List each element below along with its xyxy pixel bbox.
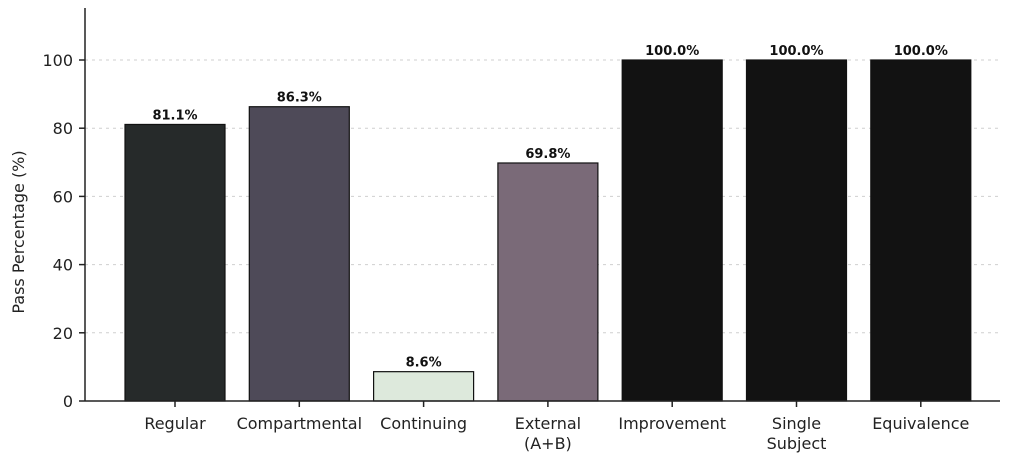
- bar: [497, 162, 599, 402]
- x-tick-label: Single: [772, 414, 821, 433]
- y-axis-title: Pass Percentage (%): [9, 150, 28, 313]
- y-tick-label: 60: [53, 187, 73, 206]
- value-label: 86.3%: [277, 91, 322, 106]
- y-tick-label: 40: [53, 256, 73, 275]
- bars: [124, 59, 972, 402]
- y-tick-label: 100: [42, 51, 73, 70]
- bar: [124, 123, 226, 402]
- x-tick-label: (A+B): [524, 434, 572, 453]
- x-tick-label: Subject: [767, 434, 827, 453]
- value-labels: 81.1% 86.3% 8.6% 69.8% 100.0% 100.0% 100.0%: [152, 44, 947, 371]
- value-label: 100.0%: [894, 44, 948, 59]
- x-tick-label: External: [515, 414, 581, 433]
- value-label: 69.8%: [525, 147, 570, 162]
- bar: [621, 59, 723, 402]
- bar: [745, 59, 848, 402]
- x-tick-label: Improvement: [618, 414, 726, 433]
- x-tick-label: Compartmental: [237, 414, 362, 433]
- y-tick-label: 20: [53, 324, 73, 343]
- bar: [373, 371, 475, 402]
- value-label: 100.0%: [769, 44, 823, 59]
- y-ticks: 0 20 40 60 80 100: [42, 51, 85, 411]
- value-label: 100.0%: [645, 44, 699, 59]
- x-tick-labels: Regular Compartmental Continuing External(A…: [144, 401, 969, 453]
- bar: [248, 106, 350, 402]
- value-label: 8.6%: [406, 356, 442, 371]
- value-label: 81.1%: [152, 108, 197, 123]
- x-tick-label: Equivalence: [872, 414, 969, 433]
- bar: [870, 59, 972, 402]
- x-tick-label: Regular: [144, 414, 206, 433]
- y-tick-label: 80: [53, 119, 73, 138]
- axes: [84, 8, 1000, 402]
- y-tick-label: 0: [63, 392, 73, 411]
- x-tick-label: Continuing: [380, 414, 467, 433]
